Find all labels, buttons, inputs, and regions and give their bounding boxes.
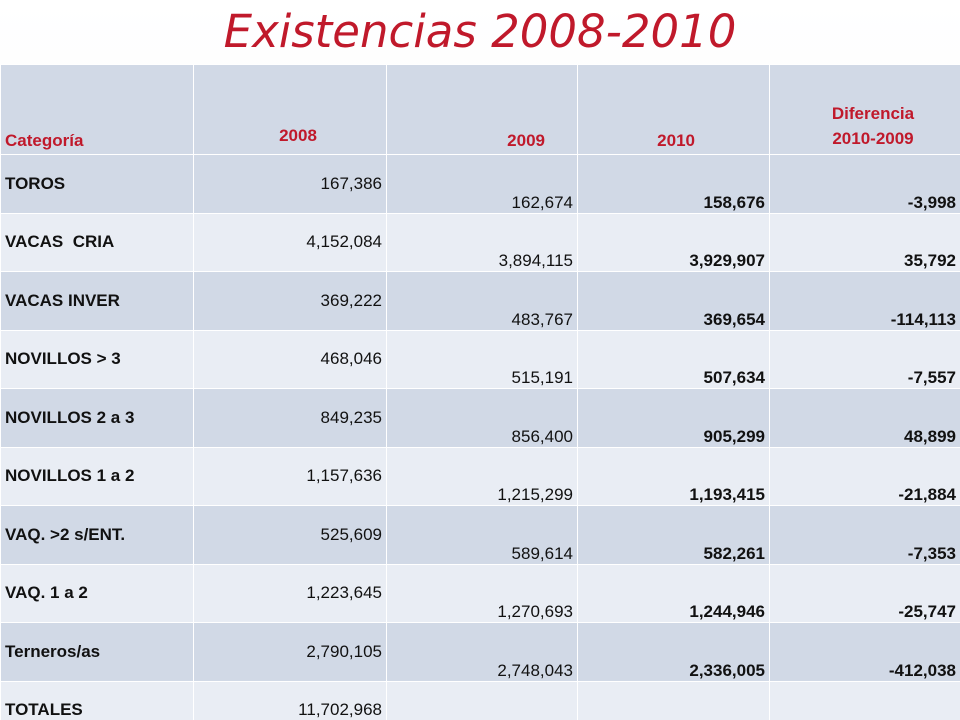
cell-2008: 167,386 [193,154,387,214]
cell-2010: 11,227,797 [577,680,770,720]
cell-diferencia: 48,899 [769,388,960,448]
cell-2008: 4,152,084 [193,212,387,272]
header-2008: 2008 [193,64,387,155]
cell-categoria: NOVILLOS 1 a 2 [0,446,194,506]
header-diferencia-line2: 2010-2009 [832,129,914,148]
cell-2009: 515,191 [386,329,578,389]
cell-categoria: NOVILLOS > 3 [0,329,194,389]
cell-categoria: VAQ. >2 s/ENT. [0,505,194,565]
cell-2010: 1,193,415 [577,446,770,506]
cell-diferencia: -25,747 [769,563,960,623]
cell-2010: 158,676 [577,154,770,214]
cell-2009: 589,614 [386,505,578,565]
cell-2009: 11,735,796 [386,680,578,720]
existencias-table: Categoría 2008 2009 2010 Diferencia 2010… [0,64,960,720]
cell-diferencia: -21,884 [769,446,960,506]
cell-categoria: VACAS CRIA [0,212,194,272]
cell-2009: 483,767 [386,271,578,331]
cell-2010: 1,244,946 [577,563,770,623]
cell-2009: 2,748,043 [386,622,578,682]
header-2009: 2009 [386,64,578,155]
table-row: NOVILLOS 1 a 2 1,157,636 1,215,299 1,193… [0,446,960,506]
table-row: NOVILLOS 2 a 3 849,235 856,400 905,299 4… [0,388,960,448]
cell-2010: 2,336,005 [577,622,770,682]
cell-2010: 507,634 [577,329,770,389]
cell-2008: 11,702,968 [193,680,387,720]
cell-2008: 2,790,105 [193,622,387,682]
cell-2010: 369,654 [577,271,770,331]
cell-categoria: VAQ. 1 a 2 [0,563,194,623]
cell-2010: 905,299 [577,388,770,448]
table-header-row: Categoría 2008 2009 2010 Diferencia 2010… [0,64,960,155]
header-categoria: Categoría [0,64,194,155]
cell-categoria: TOROS [0,154,194,214]
table-row-totales: TOTALES 11,702,968 11,735,796 11,227,797… [0,680,960,720]
table-row: VAQ. >2 s/ENT. 525,609 589,614 582,261 -… [0,505,960,565]
table-row: NOVILLOS > 3 468,046 515,191 507,634 -7,… [0,329,960,389]
cell-diferencia: -7,353 [769,505,960,565]
table-row: VACAS INVER 369,222 483,767 369,654 -114… [0,271,960,331]
cell-2008: 369,222 [193,271,387,331]
table-row: Terneros/as 2,790,105 2,748,043 2,336,00… [0,622,960,682]
cell-categoria: VACAS INVER [0,271,194,331]
cell-categoria: TOTALES [0,680,194,720]
cell-2008: 1,157,636 [193,446,387,506]
table-row: VACAS CRIA 4,152,084 3,894,115 3,929,907… [0,212,960,272]
cell-categoria: NOVILLOS 2 a 3 [0,388,194,448]
cell-2008: 849,235 [193,388,387,448]
header-diferencia-line1: Diferencia [831,104,915,123]
header-2010: 2010 [577,64,770,155]
cell-diferencia: -412,038 [769,622,960,682]
cell-2008: 525,609 [193,505,387,565]
cell-2009: 162,674 [386,154,578,214]
table-row: TOROS 167,386 162,674 158,676 -3,998 [0,154,960,214]
cell-diferencia: -7,557 [769,329,960,389]
cell-2009: 3,894,115 [386,212,578,272]
slide-title: Existencias 2008-2010 [223,5,737,58]
cell-2008: 1,223,645 [193,563,387,623]
cell-2009: 856,400 [386,388,578,448]
cell-diferencia: -114,113 [769,271,960,331]
cell-2010: 582,261 [577,505,770,565]
cell-categoria: Terneros/as [0,622,194,682]
cell-diferencia: 35,792 [769,212,960,272]
cell-2010: 3,929,907 [577,212,770,272]
header-diferencia: Diferencia 2010-2009 [769,64,960,155]
cell-2009: 1,270,693 [386,563,578,623]
table-row: VAQ. 1 a 2 1,223,645 1,270,693 1,244,946… [0,563,960,623]
cell-2008: 468,046 [193,329,387,389]
cell-diferencia: -3,998 [769,154,960,214]
cell-diferencia: -507,999 [769,680,960,720]
cell-2009: 1,215,299 [386,446,578,506]
